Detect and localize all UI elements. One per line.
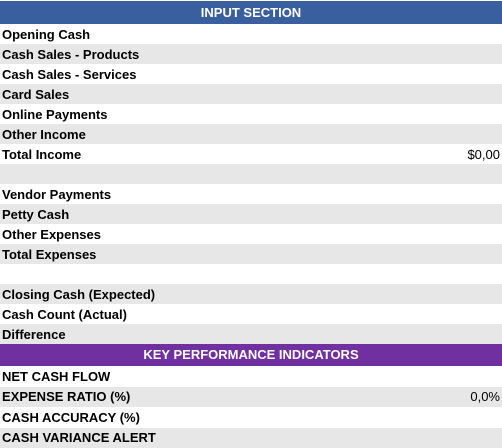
row-expense-ratio[interactable]: EXPENSE RATIO (%) 0,0%	[0, 387, 502, 408]
row-label: Difference	[2, 327, 66, 342]
row-card-sales[interactable]: Card Sales	[0, 84, 502, 104]
row-label: Total Income	[2, 147, 81, 162]
row-label: Cash Count (Actual)	[2, 307, 127, 322]
row-label: Total Expenses	[2, 247, 96, 262]
row-online-payments[interactable]: Online Payments	[0, 104, 502, 124]
row-label: NET CASH FLOW	[2, 369, 110, 384]
row-other-expenses[interactable]: Other Expenses	[0, 224, 502, 244]
row-label: Opening Cash	[2, 27, 90, 42]
row-label: Cash Sales - Services	[2, 67, 136, 82]
row-net-cash-flow[interactable]: NET CASH FLOW	[0, 366, 502, 387]
row-label: Card Sales	[2, 87, 69, 102]
row-spacer[interactable]	[0, 164, 502, 184]
row-label: Cash Sales - Products	[2, 47, 139, 62]
row-label: Vendor Payments	[2, 187, 111, 202]
row-closing-cash-expected[interactable]: Closing Cash (Expected)	[0, 284, 502, 304]
row-cash-accuracy[interactable]: CASH ACCURACY (%)	[0, 407, 502, 428]
row-label: Closing Cash (Expected)	[2, 287, 155, 302]
row-petty-cash[interactable]: Petty Cash	[0, 204, 502, 224]
input-section-header[interactable]: INPUT SECTION	[0, 0, 502, 24]
row-label: CASH VARIANCE ALERT	[2, 430, 156, 445]
row-label: CASH ACCURACY (%)	[2, 410, 140, 425]
row-label: Petty Cash	[2, 207, 69, 222]
row-label: EXPENSE RATIO (%)	[2, 389, 130, 404]
row-cash-variance-alert[interactable]: CASH VARIANCE ALERT	[0, 428, 502, 448]
row-other-income[interactable]: Other Income	[0, 124, 502, 144]
row-label: Other Expenses	[2, 227, 101, 242]
row-cash-sales-products[interactable]: Cash Sales - Products	[0, 44, 502, 64]
row-opening-cash[interactable]: Opening Cash	[0, 24, 502, 44]
row-label: Online Payments	[2, 107, 107, 122]
row-label: Other Income	[2, 127, 86, 142]
row-total-expenses[interactable]: Total Expenses	[0, 244, 502, 264]
row-spacer[interactable]	[0, 264, 502, 284]
row-difference[interactable]: Difference	[0, 324, 502, 344]
row-cash-count-actual[interactable]: Cash Count (Actual)	[0, 304, 502, 324]
row-value[interactable]: 0,0%	[470, 389, 500, 404]
row-cash-sales-services[interactable]: Cash Sales - Services	[0, 64, 502, 84]
kpi-section-header[interactable]: KEY PERFORMANCE INDICATORS	[0, 344, 502, 366]
row-total-income[interactable]: Total Income $0,00	[0, 144, 502, 164]
row-value[interactable]: $0,00	[467, 147, 500, 162]
row-vendor-payments[interactable]: Vendor Payments	[0, 184, 502, 204]
